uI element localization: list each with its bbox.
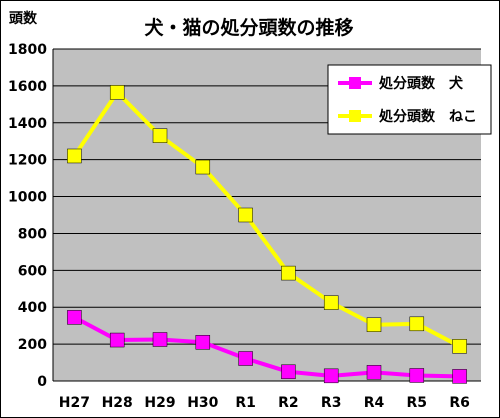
x-tick-label-H28: H28	[102, 395, 133, 411]
point-1-H30	[195, 159, 211, 175]
point-0-R6	[452, 369, 467, 384]
y-tick-label-1000: 1000	[8, 190, 47, 206]
point-0-R5	[409, 368, 425, 383]
point-1-R6	[452, 339, 467, 354]
x-tick-label-R4: R4	[364, 395, 385, 411]
point-1-H28	[109, 85, 125, 100]
series-line-1	[72, 90, 461, 349]
series-line-0	[73, 315, 460, 379]
x-tick-label-H30: H30	[187, 395, 218, 411]
series-lines	[67, 85, 467, 384]
x-tick-label-R3: R3	[321, 395, 342, 411]
point-1-R3	[323, 295, 339, 310]
point-1-R1	[238, 207, 253, 223]
point-0-R2	[281, 364, 296, 380]
x-tick-labels: H27 H28 H29 H30 R1 R2 R3 R4 R5 R6	[59, 395, 470, 411]
y-tick-label-1400: 1400	[8, 116, 47, 132]
y-tick-label-1800: 1800	[8, 42, 47, 58]
point-1-R2	[281, 265, 296, 281]
point-0-H27	[67, 310, 82, 325]
y-tick-label-0: 0	[37, 374, 47, 390]
y-tick-labels: 0 200 400 600 800 1000 1200 1400 1600 1800	[8, 42, 47, 390]
legend-marker-1	[349, 110, 361, 122]
point-1-H27	[67, 148, 82, 164]
x-tick-label-R2: R2	[278, 395, 299, 411]
series-0	[67, 310, 467, 384]
point-1-R4	[366, 317, 382, 332]
x-tick-label-H27: H27	[59, 395, 90, 411]
x-tick-label-R1: R1	[235, 395, 256, 411]
legend-label-1: 処分頭数 ねこ	[378, 108, 477, 125]
point-0-H30	[195, 335, 211, 350]
point-0-H29	[152, 332, 168, 347]
point-1-H29	[152, 128, 168, 143]
y-axis-label: 頭数	[9, 10, 38, 27]
y-tick-label-1600: 1600	[8, 79, 47, 95]
point-0-R3	[323, 368, 339, 384]
legend-marker-0	[349, 77, 361, 89]
point-0-H28	[109, 332, 125, 348]
series-1	[67, 85, 467, 354]
point-0-R4	[366, 365, 382, 380]
point-0-R1	[238, 351, 253, 366]
x-tick-label-R5: R5	[407, 395, 428, 411]
y-tick-label-1200: 1200	[8, 153, 47, 169]
x-tick-label-H29: H29	[144, 395, 175, 411]
legend-label-0: 処分頭数 犬	[378, 75, 464, 92]
y-tick-label-400: 400	[18, 300, 47, 316]
legend-box	[327, 64, 492, 135]
chart-title: 犬・猫の処分頭数の推移	[144, 16, 353, 39]
x-tick-label-R6: R6	[449, 395, 470, 411]
point-1-R5	[409, 316, 425, 332]
y-tick-label-800: 800	[18, 226, 47, 242]
y-tick-label-600: 600	[18, 263, 47, 279]
y-tick-label-200: 200	[18, 337, 47, 353]
